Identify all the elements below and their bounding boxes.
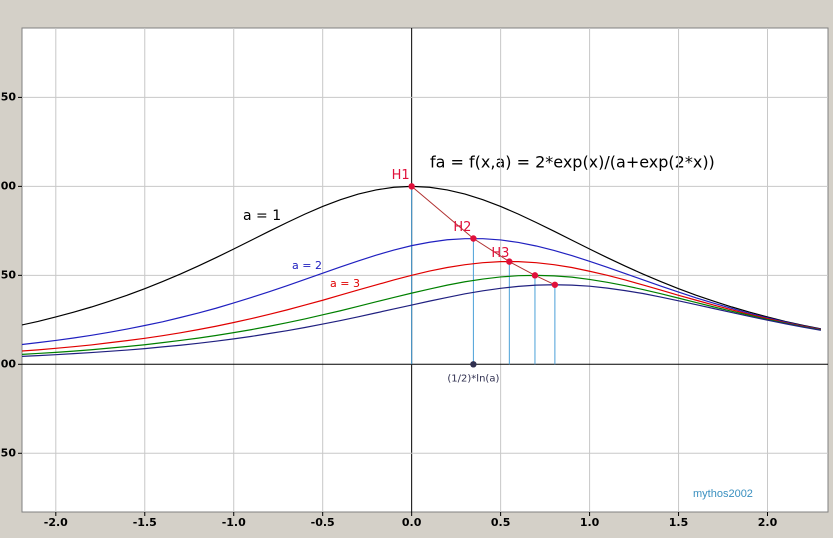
series-label: a = 3 xyxy=(330,277,360,290)
axis-point xyxy=(470,361,477,368)
x-tick-label: 1.5 xyxy=(669,516,689,529)
maximum-point xyxy=(506,258,513,265)
plot-layer xyxy=(22,28,828,512)
x-tick-label: 2.0 xyxy=(758,516,778,529)
maximum-label: H1 xyxy=(392,168,410,183)
maximum-point xyxy=(470,235,477,242)
chart-title: fa = f(x,a) = 2*exp(x)/(a+exp(2*x)) xyxy=(430,153,715,172)
maximum-point xyxy=(408,183,415,190)
x-tick-label: 1.0 xyxy=(580,516,600,529)
x-tick-label: -0.5 xyxy=(311,516,335,529)
axis-point-label: (1/2)*ln(a) xyxy=(447,373,499,384)
maximum-point xyxy=(531,272,539,279)
series-label: a = 1 xyxy=(243,208,281,224)
curve xyxy=(22,185,821,330)
x-tick-label: 0.5 xyxy=(491,516,511,529)
y-tick-label: 1.50 xyxy=(0,90,16,103)
maximum-point xyxy=(551,281,559,288)
plot-area xyxy=(21,27,829,513)
y-tick-label: 1.00 xyxy=(0,179,16,192)
maximum-label: H3 xyxy=(491,246,509,261)
curve xyxy=(22,238,821,346)
y-tick-label: -0.50 xyxy=(0,446,16,459)
curve xyxy=(22,284,821,357)
y-tick-label: 0.00 xyxy=(0,357,16,370)
x-tick-label: 0.0 xyxy=(402,516,422,529)
maximum-label: H2 xyxy=(453,220,471,235)
curve xyxy=(22,261,821,352)
series-label: a = 2 xyxy=(292,259,322,272)
x-tick-label: -1.5 xyxy=(133,516,157,529)
curve xyxy=(22,274,821,356)
credit: mythos2002 xyxy=(693,488,753,500)
x-tick-label: -2.0 xyxy=(44,516,68,529)
x-tick-label: -1.0 xyxy=(222,516,246,529)
y-tick-label: 0.50 xyxy=(0,268,16,281)
